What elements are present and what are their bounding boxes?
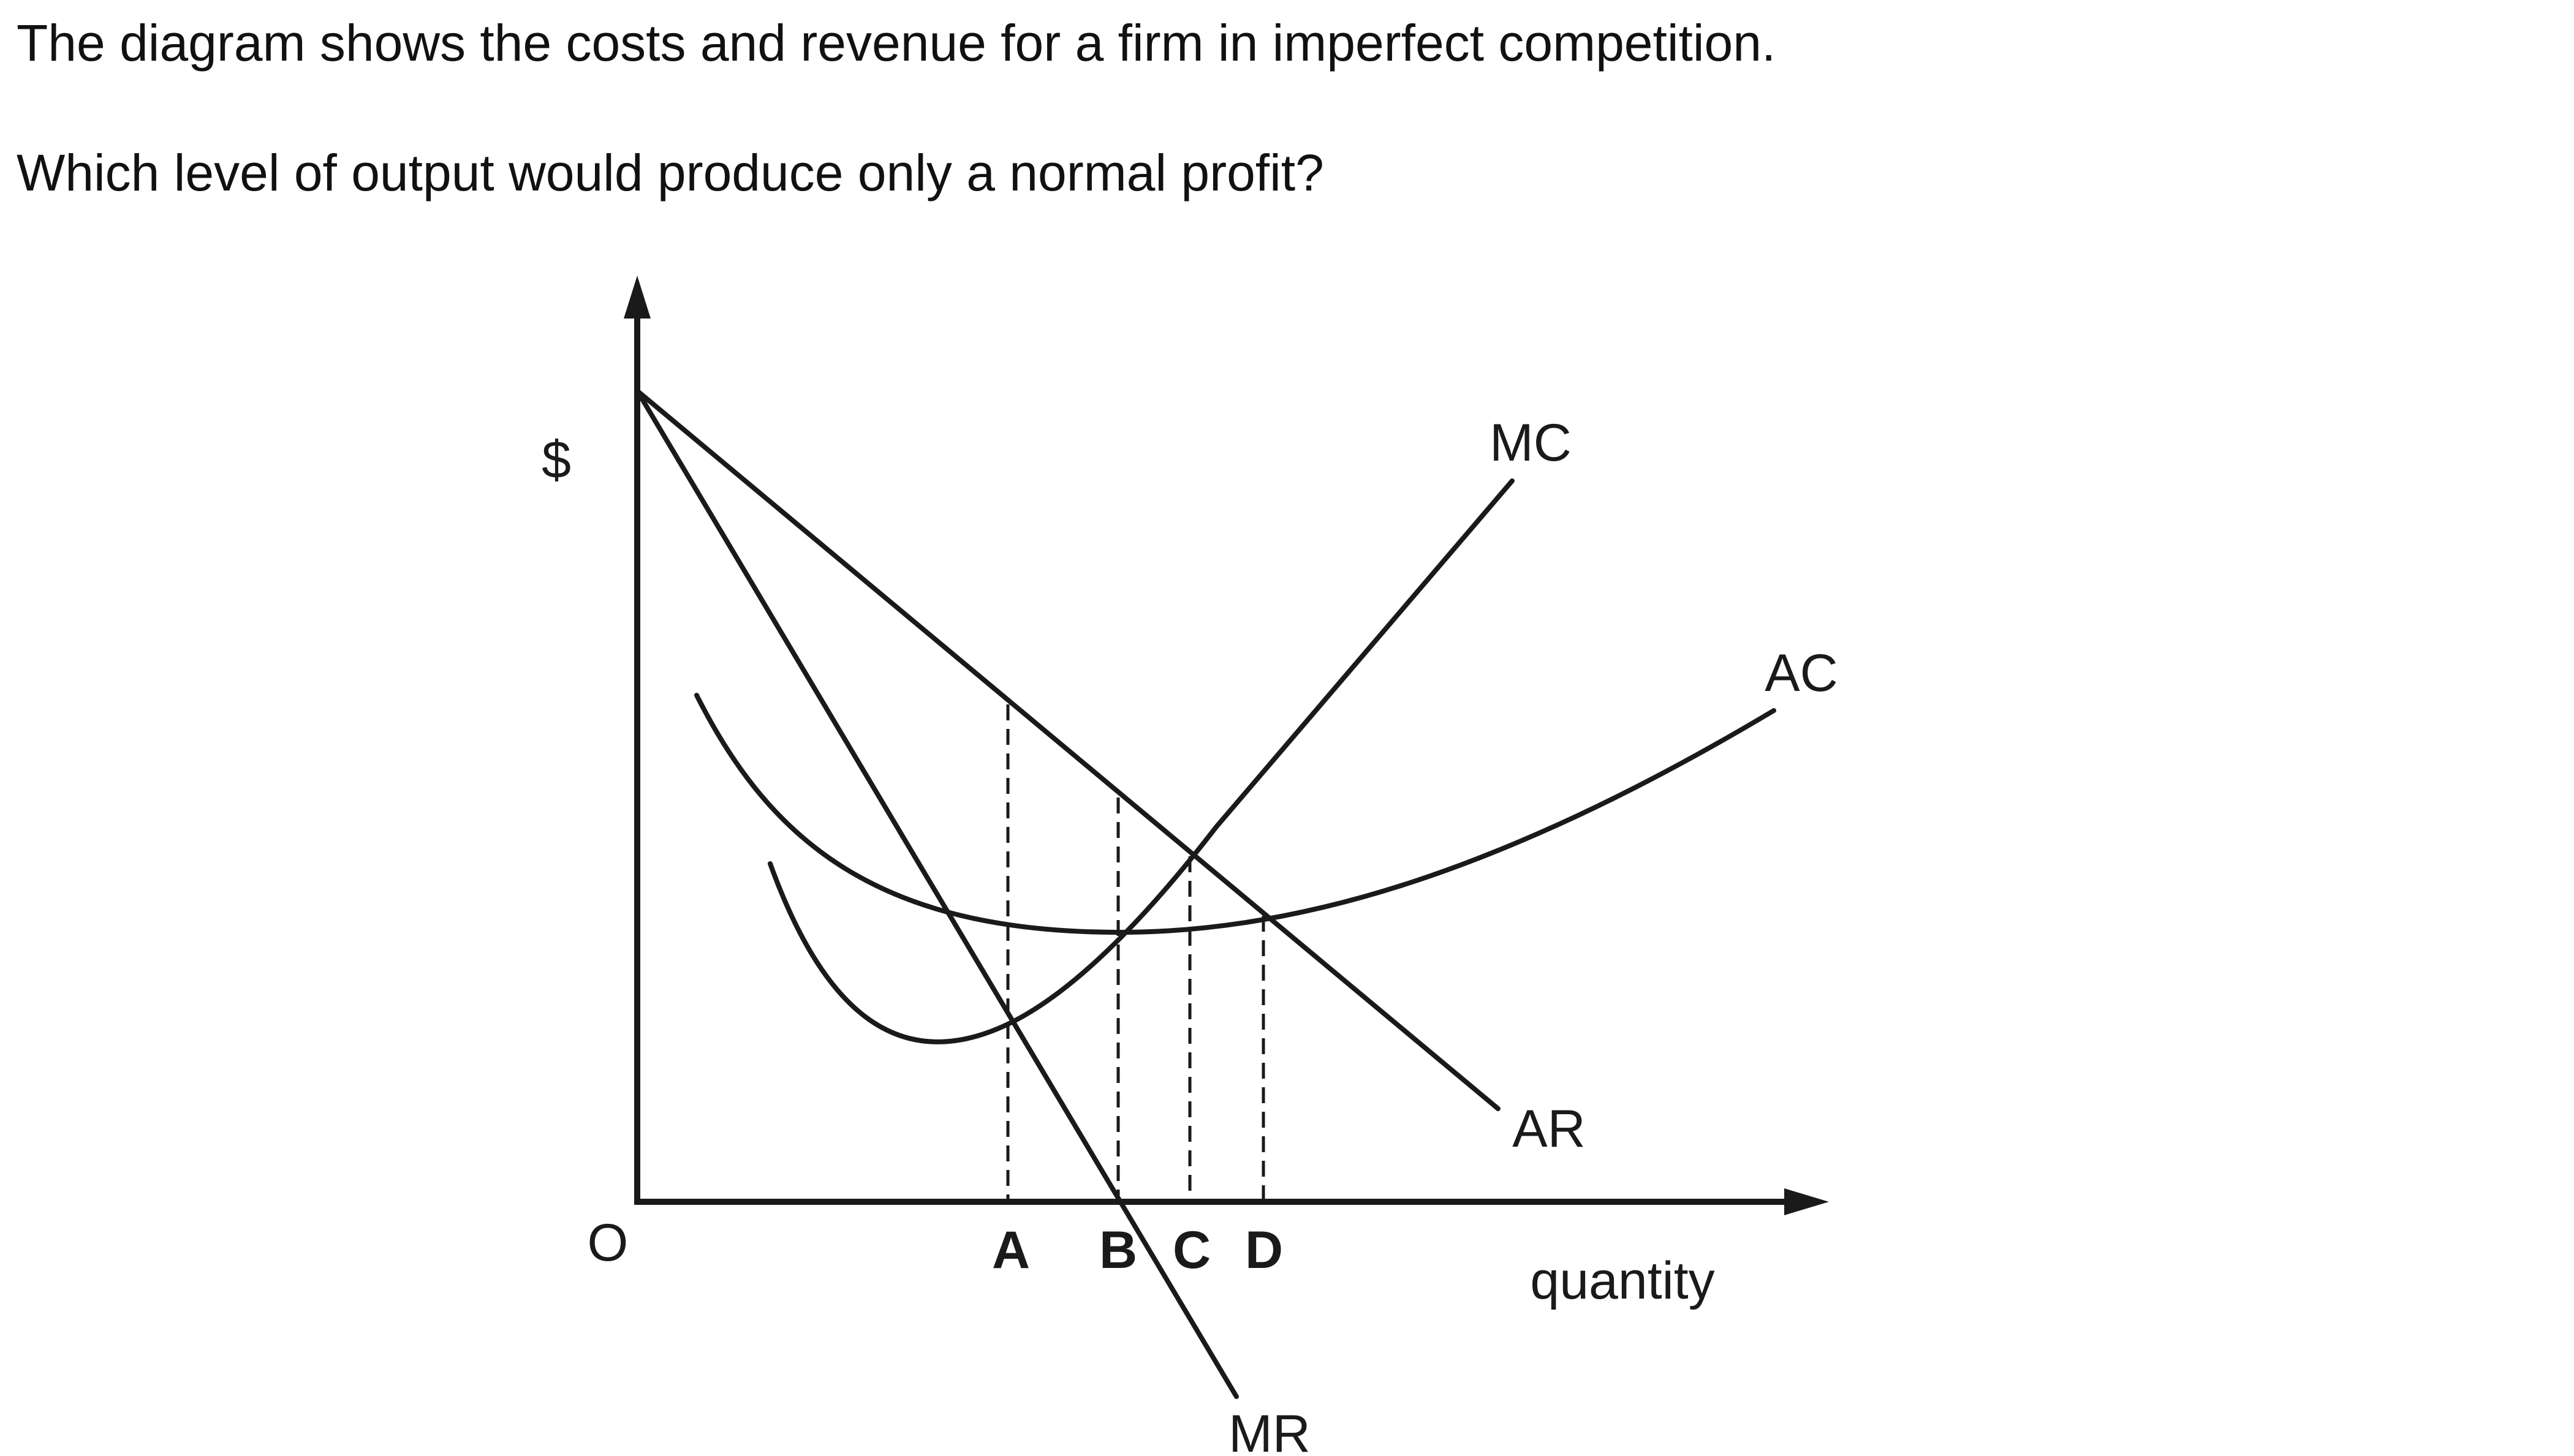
question-line-2: Which level of output would produce only… (17, 144, 1324, 202)
y-axis-arrowhead (624, 276, 651, 319)
ar-curve (635, 388, 1501, 1111)
origin-label: O (588, 1213, 629, 1272)
output-label-d: D (1245, 1221, 1283, 1280)
ac-curve (694, 693, 1776, 935)
question-line-1: The diagram shows the costs and revenue … (17, 14, 1776, 72)
ar-label: AR (1512, 1100, 1585, 1158)
output-label-b: B (1099, 1221, 1137, 1280)
y-axis-label: $ (542, 431, 571, 489)
output-label-c: C (1173, 1221, 1211, 1280)
mc-curve (768, 478, 1515, 1044)
x-axis-label: quantity (1530, 1251, 1714, 1310)
mr-label: MR (1228, 1405, 1311, 1456)
output-label-a: A (992, 1221, 1030, 1280)
mr-curve (635, 388, 1239, 1399)
mc-label: MC (1490, 413, 1572, 472)
x-axis-arrowhead (1784, 1188, 1829, 1215)
ac-label: AC (1765, 644, 1838, 703)
